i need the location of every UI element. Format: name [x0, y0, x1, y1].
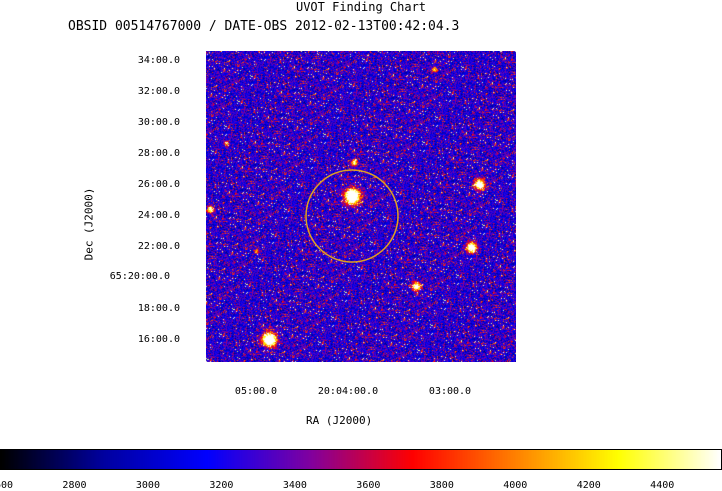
- chart-title: UVOT Finding Chart: [295, 0, 427, 14]
- y-tick: 16:00.0: [137, 334, 180, 345]
- y-tick: 26:00.0: [137, 179, 180, 190]
- colorbar-tick: 4200: [576, 480, 601, 491]
- colorbar-tick: 3200: [209, 480, 234, 491]
- target-circle-overlay: [305, 169, 399, 263]
- y-tick: 34:00.0: [137, 55, 180, 66]
- colorbar-tick: 3800: [429, 480, 454, 491]
- x-tick: 03:00.0: [428, 386, 472, 397]
- colorbar-tick: 4400: [650, 480, 675, 491]
- y-tick: 65:20:00.0: [109, 271, 170, 282]
- colorbar-tick: 3000: [135, 480, 160, 491]
- colorbar-tick: 3400: [282, 480, 307, 491]
- y-tick: 32:00.0: [137, 86, 180, 97]
- colorbar-tick: 2800: [62, 480, 87, 491]
- x-tick: 20:04:00.0: [317, 386, 379, 397]
- colorbar-tick: 3600: [356, 480, 381, 491]
- colorbar: [0, 449, 722, 470]
- y-tick: 22:00.0: [137, 241, 180, 252]
- colorbar-tick: 2600: [0, 480, 14, 491]
- y-tick: 24:00.0: [137, 210, 180, 221]
- x-tick: 05:00.0: [234, 386, 278, 397]
- x-axis-label: RA (J2000): [306, 414, 373, 427]
- chart-subtitle: OBSID 00514767000 / DATE-OBS 2012-02-13T…: [68, 19, 460, 34]
- target-circle: [305, 169, 399, 263]
- y-tick: 28:00.0: [137, 148, 180, 159]
- y-tick: 18:00.0: [137, 303, 180, 314]
- finding-chart-image: [206, 51, 516, 362]
- y-tick: 30:00.0: [137, 117, 180, 128]
- y-axis-label: Dec (J2000): [82, 187, 96, 261]
- colorbar-tick: 4000: [503, 480, 528, 491]
